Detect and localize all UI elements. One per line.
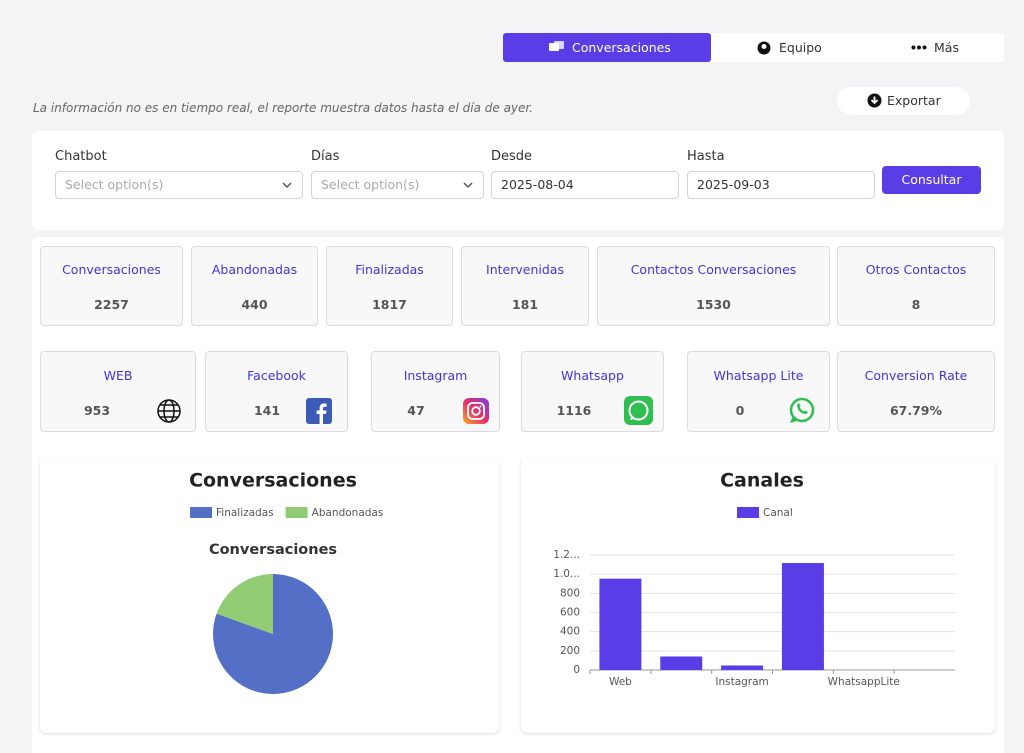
pie-slice xyxy=(216,574,273,634)
y-tick-label: 600 xyxy=(560,607,580,619)
chevron xyxy=(282,182,292,189)
channel-box: Facebook 141 xyxy=(205,351,348,432)
channel-label: Whatsapp xyxy=(561,368,624,383)
bar xyxy=(599,578,642,670)
channel-label: Facebook xyxy=(247,368,306,383)
filter-label: Chatbot xyxy=(55,149,107,164)
channel-box: Whatsapp Lite 0 xyxy=(687,351,830,432)
stat-box: Intervenidas 181 xyxy=(461,246,589,326)
tab-bar: Conversaciones Equipo Más xyxy=(503,33,1004,62)
stat-label: Finalizadas xyxy=(355,262,424,277)
tab[interactable]: Más xyxy=(934,40,959,55)
channel-value: 47 xyxy=(407,403,425,418)
channel-value: 141 xyxy=(253,403,281,418)
channel-box: Conversion Rate 67.79% xyxy=(837,351,995,432)
instagram-icon xyxy=(463,398,489,424)
legend-label: Finalizadas xyxy=(216,507,274,519)
tab-icon xyxy=(911,45,927,50)
stat-value: 181 xyxy=(511,297,539,312)
filter-label: Desde xyxy=(491,149,533,164)
y-tick-label: 1.0... xyxy=(553,568,580,580)
submit-button[interactable]: Consultar xyxy=(882,166,981,194)
channel-label: Conversion Rate xyxy=(864,368,968,383)
channel-value: 953 xyxy=(83,403,111,418)
chevron xyxy=(463,182,473,189)
stat-value: 1817 xyxy=(372,297,407,312)
select[interactable]: Select option(s) xyxy=(311,171,484,199)
channel-box: WEB 953 xyxy=(40,351,196,432)
x-tick-label: WhatsappLite xyxy=(828,676,900,688)
whatsapp-icon xyxy=(624,396,653,425)
y-tick-label: 0 xyxy=(573,664,580,676)
stat-value: 8 xyxy=(911,297,921,312)
stat-value: 1530 xyxy=(696,297,731,312)
legend-label: Abandonadas xyxy=(312,507,384,519)
select[interactable]: Select option(s) xyxy=(55,171,303,199)
y-tick-label: 800 xyxy=(560,587,580,599)
stat-value: 440 xyxy=(241,297,268,312)
bar xyxy=(721,665,764,670)
stat-box: Abandonadas 440 xyxy=(191,246,318,326)
filter-card: Chatbot Días Desde Hasta Select option(s… xyxy=(32,131,1004,230)
channel-value: 67.79% xyxy=(889,403,943,418)
filter-label: Hasta xyxy=(687,149,725,164)
pie-slice xyxy=(213,574,334,695)
notice: La información no es en tiempo real, el … xyxy=(33,101,534,115)
channel-box: Whatsapp 1116 xyxy=(521,351,664,432)
chart-title: Conversaciones xyxy=(189,470,357,492)
legend-label: Canal xyxy=(763,507,793,519)
x-tick-label: Instagram xyxy=(715,676,768,688)
export-button[interactable]: Exportar xyxy=(837,87,970,115)
y-tick-label: 400 xyxy=(560,626,580,638)
stat-box: Conversaciones 2257 xyxy=(40,246,183,326)
channel-label: WEB xyxy=(103,368,133,383)
stat-label: Conversaciones xyxy=(62,262,161,277)
stat-box: Contactos Conversaciones 1530 xyxy=(597,246,830,326)
tab[interactable]: Conversaciones xyxy=(503,33,711,62)
channel-label: Whatsapp Lite xyxy=(713,368,804,383)
y-tick-label: 200 xyxy=(560,645,580,657)
whatsapp-lite-icon xyxy=(789,397,815,423)
tab[interactable]: Equipo xyxy=(779,40,822,55)
stat-box: Finalizadas 1817 xyxy=(326,246,453,326)
globe-icon xyxy=(157,399,181,423)
stat-label: Otros Contactos xyxy=(865,262,967,277)
tab-icon xyxy=(549,41,564,51)
filter-label: Días xyxy=(311,149,340,164)
date-input[interactable]: 2025-09-03 xyxy=(687,171,875,199)
stat-label: Intervenidas xyxy=(486,262,564,277)
y-tick-label: 1.2... xyxy=(553,549,580,561)
tab-icon xyxy=(757,41,771,55)
facebook-icon xyxy=(306,398,332,424)
channel-box: Instagram 47 xyxy=(371,351,500,432)
legend-swatch xyxy=(285,507,308,518)
date-input[interactable]: 2025-08-04 xyxy=(491,171,679,199)
chart-subtitle: Conversaciones xyxy=(209,542,337,558)
stat-label: Abandonadas xyxy=(211,262,298,277)
channel-value: 1116 xyxy=(556,403,592,418)
stat-value: 2257 xyxy=(94,297,129,312)
channel-label: Instagram xyxy=(403,368,468,383)
x-tick-label: Web xyxy=(609,676,632,688)
stat-box: Otros Contactos 8 xyxy=(837,246,995,326)
legend-swatch xyxy=(190,507,212,518)
legend-swatch xyxy=(737,507,759,518)
chart-title: Canales xyxy=(720,470,804,492)
bar xyxy=(660,656,703,670)
bar xyxy=(781,563,824,670)
channel-value: 0 xyxy=(735,403,745,418)
stat-label: Contactos Conversaciones xyxy=(630,262,797,277)
export-icon xyxy=(867,93,882,108)
